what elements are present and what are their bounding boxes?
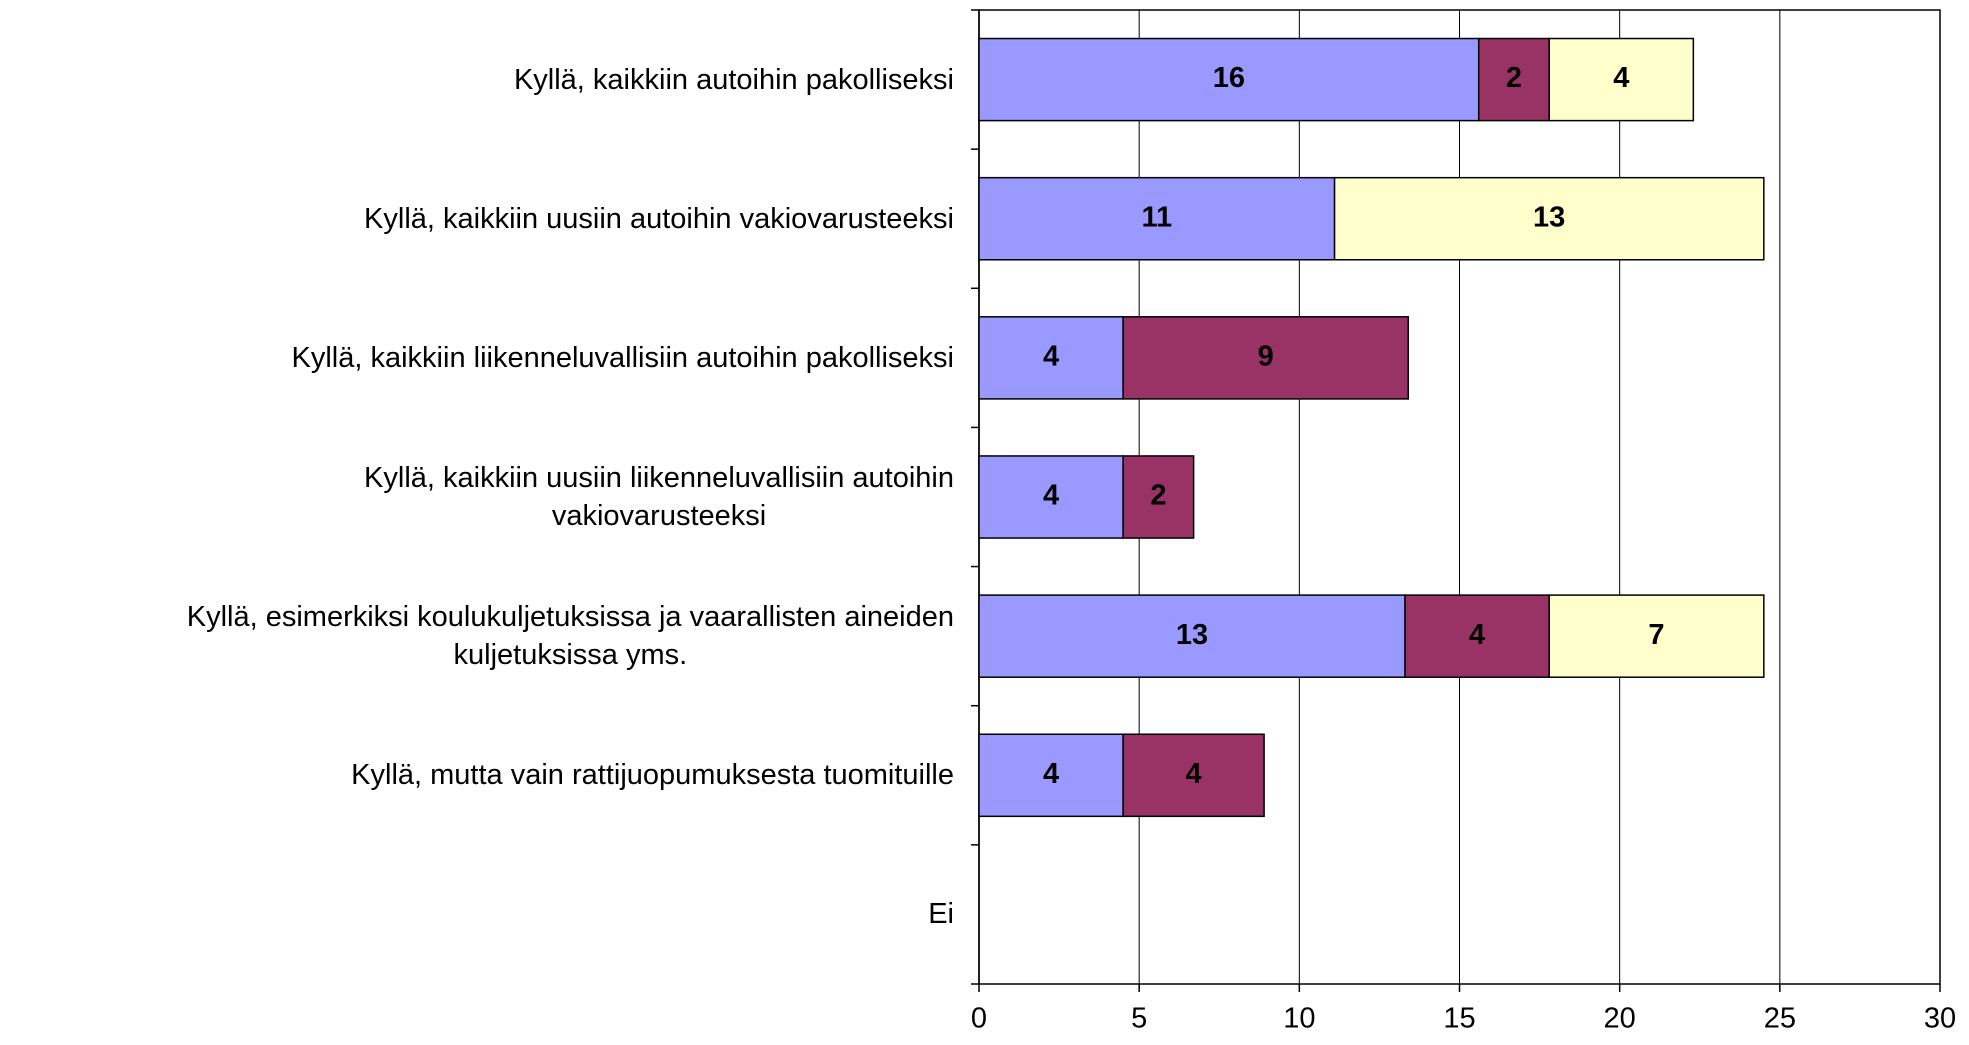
data-label: 4 — [1043, 341, 1059, 373]
bar-segment — [978, 594, 1406, 678]
y-tick-label: Kyllä, kaikkiin liikenneluvallisiin auto… — [291, 341, 954, 374]
data-label: 4 — [1043, 480, 1059, 512]
bar-segment — [1122, 455, 1195, 539]
bar-segment — [1548, 594, 1765, 678]
y-tick-label: Kyllä, kaikkiin uusiin autoihin vakiovar… — [364, 202, 954, 235]
data-label: 4 — [1186, 758, 1202, 790]
data-label: 2 — [1506, 62, 1522, 94]
data-label: 13 — [1176, 619, 1208, 651]
bar-segment — [1333, 176, 1765, 261]
x-tick-label: 30 — [1924, 1003, 1956, 1035]
x-tick-label: 20 — [1604, 1003, 1636, 1035]
bar-segment — [978, 733, 1124, 818]
x-tick-label: 25 — [1764, 1003, 1796, 1035]
data-label: 16 — [1213, 62, 1245, 94]
x-tick-label: 0 — [971, 1003, 987, 1035]
y-tick-label: Kyllä, kaikkiin uusiin liikenneluvallisi… — [364, 462, 954, 532]
bar-segment — [978, 176, 1336, 261]
data-label: 13 — [1533, 201, 1565, 233]
bar-segment — [978, 455, 1124, 539]
x-tick-label: 5 — [1131, 1003, 1147, 1035]
data-label: 4 — [1469, 619, 1485, 651]
bar-segment — [1122, 316, 1409, 400]
data-label: 2 — [1150, 480, 1166, 512]
y-tick-label: Ei — [928, 898, 954, 931]
bar-segment — [1404, 594, 1550, 678]
y-tick-label: Kyllä, mutta vain rattijuopumuksesta tuo… — [351, 759, 954, 792]
x-tick-label: 10 — [1283, 1003, 1315, 1035]
y-tick-label: Kyllä, kaikkiin autoihin pakolliseksi — [513, 63, 954, 96]
bar-segment — [1122, 733, 1265, 818]
data-label: 11 — [1141, 201, 1172, 233]
data-label: 4 — [1043, 758, 1059, 790]
bar-segment — [1477, 37, 1550, 122]
data-label: 4 — [1613, 62, 1629, 94]
data-label: 9 — [1258, 341, 1274, 373]
bar-segment — [1548, 37, 1695, 122]
data-label: 7 — [1648, 619, 1664, 651]
y-tick-label: Kyllä, esimerkiksi koulukuljetuksissa ja… — [186, 601, 954, 672]
x-tick-label: 15 — [1443, 1003, 1475, 1035]
bar-segment — [978, 37, 1480, 122]
